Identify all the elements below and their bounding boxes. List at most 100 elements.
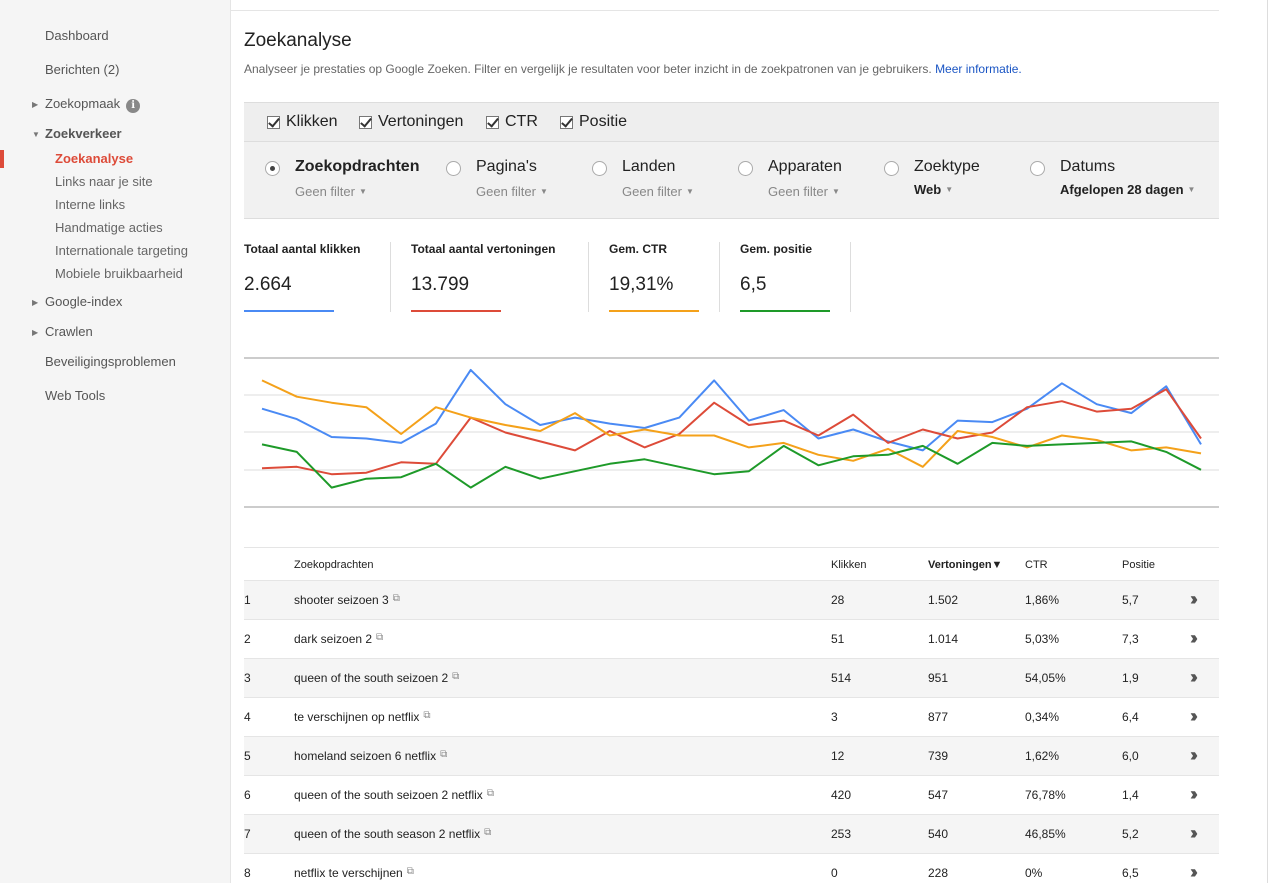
header-ctr[interactable]: CTR [1025,559,1048,571]
row-impressions-text: 1.014 [928,632,959,646]
dimension-filter[interactable]: Web ▼ [914,182,953,197]
header-query[interactable]: Zoekopdrachten [294,559,374,571]
checkbox-klikken[interactable]: Klikken [267,113,338,131]
header-position[interactable]: Positie [1122,559,1156,571]
radio-selected-icon[interactable] [265,161,280,176]
external-link-icon[interactable]: ⧉ [423,710,431,721]
sidebar-subitem-interne-links[interactable]: Interne links [55,197,126,212]
row-position-text: 6,5 [1122,866,1139,880]
dimension-filter[interactable]: Geen filter ▼ [295,184,367,199]
external-link-icon[interactable]: ⧉ [484,827,492,838]
series-line-2[interactable] [261,379,1202,468]
metric-positie[interactable]: Gem. positie 6,5 [740,242,830,312]
sidebar-item-zoekverkeer[interactable]: ▼ Zoekverkeer [32,126,122,141]
checkbox-vertoningen[interactable]: Vertoningen [359,113,463,131]
series-line-0[interactable] [261,368,1202,452]
metric-ctr[interactable]: Gem. CTR 19,31% [609,242,699,312]
double-chevron-icon[interactable]: ›› [1190,862,1198,882]
info-icon[interactable]: i [126,99,141,113]
filter-label: Geen filter [295,184,355,199]
checkbox-checked-icon[interactable] [267,115,280,129]
sidebar-item-berichten[interactable]: Berichten (2) [45,62,119,77]
row-ctr-text: 1,86% [1025,593,1060,607]
header-clicks[interactable]: Klikken [831,559,867,571]
top-divider [231,10,1219,11]
sidebar-subitem-links[interactable]: Links naar je site [55,174,153,189]
checkbox-positie[interactable]: Positie [560,113,627,131]
row-ctr-text: 0,34% [1025,710,1060,724]
table-row[interactable]: 7 queen of the south season 2 netflix ⧉ 253… [244,815,1219,854]
series-line-1[interactable] [261,388,1202,476]
double-chevron-icon[interactable]: ›› [1190,784,1198,804]
double-chevron-icon[interactable]: ›› [1190,706,1198,726]
external-link-icon[interactable]: ⧉ [376,632,384,643]
row-position: 5,2 [1122,827,1139,841]
metric-vertoningen[interactable]: Totaal aantal vertoningen 13.799 [411,242,555,312]
radio-icon[interactable] [446,161,461,176]
row-query[interactable]: queen of the south seizoen 2 ⧉ [294,671,459,685]
external-link-icon[interactable]: ⧉ [452,671,460,682]
dimension-filter[interactable]: Afgelopen 28 dagen ▼ [1060,182,1195,197]
row-number: 1 [244,593,251,607]
row-query[interactable]: queen of the south seizoen 2 netflix ⧉ [294,788,494,802]
double-chevron-icon[interactable]: ›› [1190,589,1198,609]
row-query[interactable]: te verschijnen op netflix ⧉ [294,710,431,724]
sidebar-subitem-internationale-targeting[interactable]: Internationale targeting [55,243,188,258]
double-chevron-icon[interactable]: ›› [1190,628,1198,648]
sidebar-subitem-mobiele-bruikbaarheid[interactable]: Mobiele bruikbaarheid [55,266,183,281]
dimension-label: Zoektype [914,158,980,175]
row-ctr-text: 0% [1025,866,1043,880]
sidebar-item-zoekopmaak[interactable]: ▶ Zoekopmaak i [32,96,141,113]
external-link-icon[interactable]: ⧉ [406,866,414,877]
dimension-filter[interactable]: Geen filter ▼ [622,184,694,199]
row-query[interactable]: queen of the south season 2 netflix ⧉ [294,827,491,841]
row-clicks: 253 [831,827,851,841]
row-query-text: netflix te verschijnen [294,866,403,880]
double-chevron-icon[interactable]: ›› [1190,823,1198,843]
checkbox-checked-icon[interactable] [560,115,573,129]
row-query[interactable]: dark seizoen 2 ⧉ [294,632,383,646]
sidebar-subitem-handmatige-acties[interactable]: Handmatige acties [55,220,163,235]
external-link-icon[interactable]: ⧉ [486,788,494,799]
sidebar-item-beveiligingsproblemen[interactable]: Beveiligingsproblemen [45,354,176,369]
header-impressions[interactable]: Vertoningen▼ [928,559,1003,571]
sidebar-item-crawlen[interactable]: ▶ Crawlen [32,324,93,339]
row-ctr: 76,78% [1025,788,1066,802]
table-row[interactable]: 5 homeland seizoen 6 netflix ⧉ 12 739 1,62% 6,… [244,737,1219,776]
performance-chart[interactable] [244,350,1219,515]
radio-icon[interactable] [592,161,607,176]
metric-value: 2.664 [244,274,292,295]
dimension-filter[interactable]: Geen filter ▼ [476,184,548,199]
checkbox-checked-icon[interactable] [486,115,499,129]
more-info-link[interactable]: Meer informatie. [935,62,1022,76]
radio-icon[interactable] [884,161,899,176]
sidebar-item-google-index[interactable]: ▶ Google-index [32,294,122,309]
sidebar-item-dashboard[interactable]: Dashboard [45,28,109,43]
table-row[interactable]: 2 dark seizoen 2 ⧉ 51 1.014 5,03% 7,3 ›› [244,620,1219,659]
sidebar-item-label: Dashboard [45,28,109,43]
double-chevron-icon[interactable]: ›› [1190,745,1198,765]
radio-icon[interactable] [738,161,753,176]
table-row[interactable]: 6 queen of the south seizoen 2 netflix ⧉ 42… [244,776,1219,815]
radio-icon[interactable] [1030,161,1045,176]
checkbox-checked-icon[interactable] [359,115,372,129]
table-row[interactable]: 4 te verschijnen op netflix ⧉ 3 877 0,34% 6,4 ›… [244,698,1219,737]
row-query[interactable]: netflix te verschijnen ⧉ [294,866,414,880]
sidebar-subitem-zoekanalyse[interactable]: Zoekanalyse [55,151,134,166]
table-row[interactable]: 1 shooter seizoen 3 ⧉ 28 1.502 1,86% 5,7 ›› [244,581,1219,620]
double-chevron-icon[interactable]: ›› [1190,667,1198,687]
metric-klikken[interactable]: Totaal aantal klikken 2.664 [244,242,361,312]
row-position: 1,9 [1122,671,1139,685]
external-link-icon[interactable]: ⧉ [392,593,400,604]
row-number-text: 7 [244,827,251,841]
checkbox-ctr[interactable]: CTR [486,113,538,131]
row-query[interactable]: shooter seizoen 3 ⧉ [294,593,400,607]
external-link-icon[interactable]: ⧉ [440,749,448,760]
sidebar-item-web-tools[interactable]: Web Tools [45,388,105,403]
dimension-filter[interactable]: Geen filter ▼ [768,184,840,199]
table-row[interactable]: 3 queen of the south seizoen 2 ⧉ 514 951 54,0… [244,659,1219,698]
row-query[interactable]: homeland seizoen 6 netflix ⧉ [294,749,447,763]
description-text: Analyseer je prestaties op Google Zoeken… [244,62,932,76]
series-line-3[interactable] [261,440,1202,489]
table-row[interactable]: 8 netflix te verschijnen ⧉ 0 228 0% 6,5 ›› [244,854,1219,883]
